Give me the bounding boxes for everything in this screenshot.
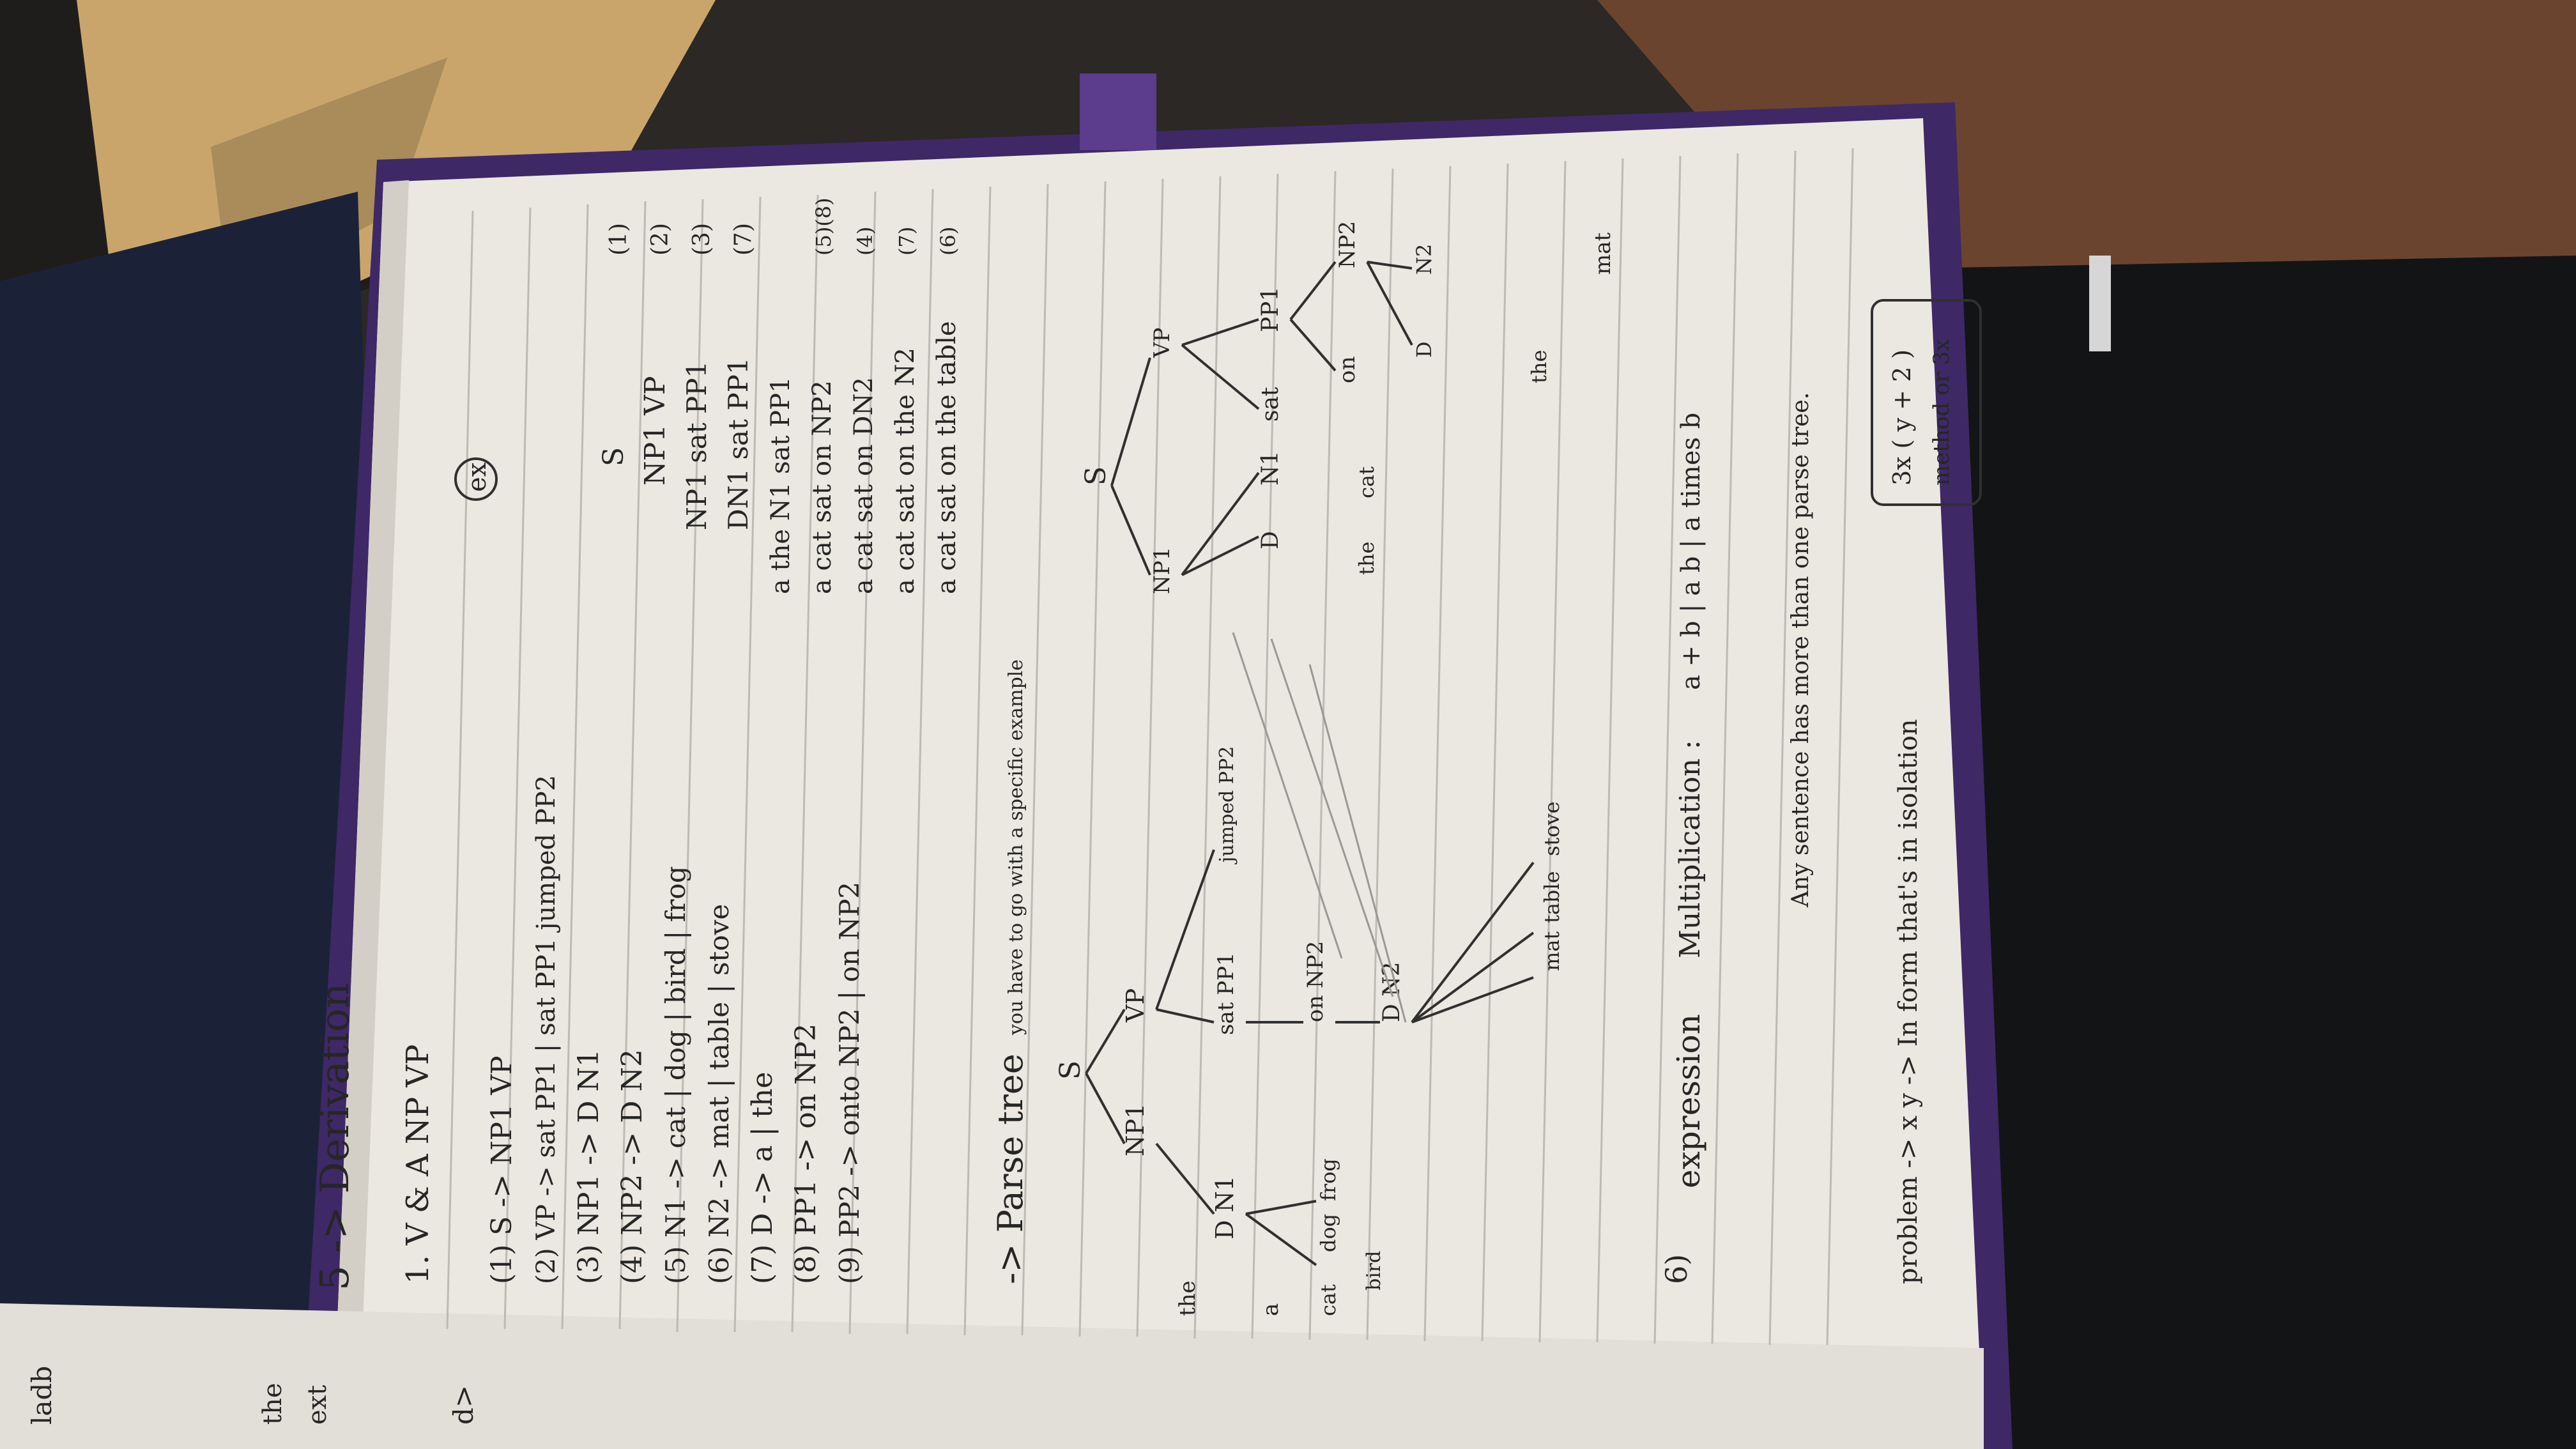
- tree-right-leaf: the: [1527, 350, 1551, 383]
- example-marker: ex: [463, 462, 492, 492]
- derivation-step: NP1 sat PP1: [681, 361, 712, 530]
- tree-left-node: NP1: [1121, 1103, 1149, 1156]
- facing-page: [0, 1303, 1984, 1449]
- tree-right-leaf: the: [1354, 542, 1379, 575]
- derivation-number: (5)(8): [811, 197, 836, 256]
- derivation-number: (3): [689, 223, 715, 256]
- handwritten-notes: 5 -> Derivation 1. V & A NP VP ex (1) S …: [311, 197, 1954, 1316]
- tree-left-node: jumped PP2: [1216, 746, 1238, 864]
- grammar-rule: (6) N2 -> mat | table | stove: [703, 904, 735, 1284]
- ambiguity-note: Any sentence has more than one parse tre…: [1788, 392, 1814, 908]
- parse-tree-branches: [1085, 261, 1535, 1266]
- derivation-number: (1): [606, 223, 632, 256]
- derivation-number: (7): [894, 227, 919, 256]
- tree-right-node: sat: [1257, 387, 1284, 422]
- knee-skin: [1597, 0, 2576, 345]
- grammar-rule: (3) NP1 -> D N1: [572, 1049, 605, 1284]
- tree-right-node: NP2: [1335, 221, 1360, 268]
- derivation-step: DN1 sat PP1: [723, 357, 754, 530]
- tree-right-node: PP1: [1257, 287, 1284, 332]
- ruled-lines: [446, 148, 1854, 1346]
- pencil-branches: [1232, 632, 1407, 1023]
- tree-right-node: D: [1257, 531, 1284, 549]
- facing-fragment: d>: [448, 1385, 479, 1425]
- tree-left-node: on NP2: [1303, 941, 1328, 1022]
- tree-left-leaf: stove: [1540, 801, 1564, 856]
- derivation-step: a cat sat on the N2: [891, 348, 920, 594]
- tree-left-leaf: bird: [1363, 1251, 1385, 1291]
- notes-underline-line: 1. V & A NP VP: [400, 1045, 436, 1284]
- expression-label: expression: [1670, 1014, 1707, 1188]
- tree-left-leaf: frog: [1316, 1158, 1340, 1201]
- tree-left-leaf: a: [1258, 1303, 1284, 1316]
- box-note: method or 3x: [1929, 339, 1954, 486]
- derivation-step: a cat sat on NP2: [808, 380, 837, 594]
- tree-left-node: VP: [1121, 988, 1149, 1023]
- facing-fragment: ladb: [26, 1366, 57, 1425]
- notebook-page: [332, 118, 1984, 1449]
- example-circle: [454, 457, 498, 501]
- derivation-number: (6): [936, 227, 960, 256]
- tree-right-node: N1: [1257, 451, 1284, 486]
- multiplication-label: Multiplication :: [1674, 740, 1706, 958]
- derivation-number: (7): [730, 223, 756, 256]
- parse-tree-note: you have to go with a specific example: [1005, 659, 1027, 1036]
- derivation-step: a cat sat on DN2: [849, 377, 878, 594]
- facing-page-notes: ladb the ext d>: [26, 1366, 479, 1425]
- tree-left-leaf: mat: [1540, 931, 1564, 971]
- tree-right-leaf: cat: [1354, 466, 1379, 498]
- grammar-rule: (5) N1 -> cat | dog | bird | frog: [660, 866, 691, 1284]
- trousers-dark: [1917, 256, 2576, 1449]
- boxed-expression-frame: [1871, 299, 1982, 506]
- tree-left-root: S: [1054, 1061, 1087, 1080]
- derivation-step: a cat sat on the table: [932, 321, 962, 594]
- tree-right-node: D: [1412, 341, 1436, 358]
- tree-right-leaf: mat: [1590, 232, 1616, 275]
- grammar-rule: (1) S -> NP1 VP: [486, 1055, 518, 1284]
- tree-right-node: NP1: [1149, 547, 1175, 594]
- tree-right-node: N2: [1412, 244, 1436, 275]
- tree-right-node: on: [1335, 356, 1360, 383]
- derivation-step: a the N1 sat PP1: [766, 377, 795, 594]
- tree-left-leaf: dog: [1316, 1214, 1340, 1252]
- grammar-rule: (7) D -> a | the: [746, 1072, 779, 1284]
- tree-left-node: sat PP1: [1213, 952, 1239, 1035]
- notes-heading: 5 -> Derivation: [311, 983, 358, 1291]
- chair-leg: [2089, 256, 2111, 351]
- tree-right-root: S: [1080, 466, 1112, 486]
- parse-tree-heading: -> Parse tree: [990, 1054, 1031, 1284]
- tree-left-node: D N1: [1211, 1176, 1239, 1239]
- grammar-rule: (4) NP2 -> D N2: [616, 1049, 648, 1284]
- grammar-rule: (2) VP -> sat PP1 | sat PP1 jumped PP2: [532, 775, 561, 1284]
- problem-line: problem -> x y -> In form that's in isol…: [1894, 719, 1923, 1284]
- derivation-number: (2): [647, 223, 673, 256]
- item6-number: 6): [1659, 1254, 1694, 1284]
- tree-left-leaf: cat: [1316, 1284, 1340, 1316]
- derivation-step: S: [597, 447, 630, 466]
- page-gutter-shadow: [332, 180, 409, 1449]
- chair-blue: [0, 192, 396, 1449]
- facing-fragment: the: [258, 1383, 288, 1425]
- tree-right-node: VP: [1149, 328, 1175, 358]
- derivation-number: (4): [853, 227, 877, 256]
- derivation-step: NP1 VP: [639, 376, 671, 486]
- box-expression: 3x ( y + 2 ): [1888, 349, 1916, 486]
- tree-left-leaf: the: [1175, 1280, 1200, 1316]
- grammar-rule: (9) PP2 -> onto NP2 | on NP2: [834, 882, 865, 1284]
- multiplication-expression: a + b | a b | a times b: [1676, 413, 1706, 690]
- tree-left-leaf: table: [1540, 871, 1564, 923]
- ribbon-bookmark: [1080, 73, 1156, 150]
- grammar-rule: (8) PP1 -> on NP2: [790, 1023, 822, 1284]
- facing-fragment: ext: [303, 1385, 332, 1425]
